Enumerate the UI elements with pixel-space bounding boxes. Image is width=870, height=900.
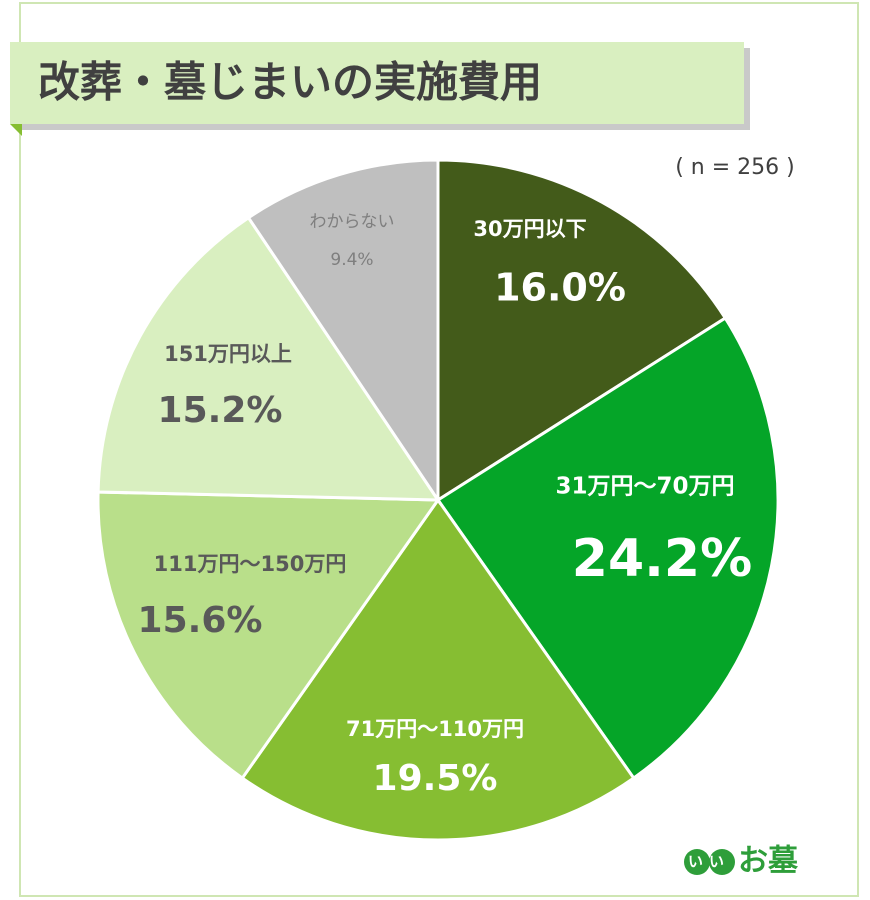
slice-label: 151万円以上 <box>164 342 292 366</box>
slice-value-label: 9.4% <box>330 250 373 270</box>
logo: いい お墓 <box>684 844 799 879</box>
banner-tab <box>10 124 22 136</box>
pie-slice <box>96 215 441 502</box>
logo-mark: いい <box>688 853 730 871</box>
pie-slice <box>435 316 780 781</box>
chart-title: 改葬・墓じまいの実施費用 <box>38 58 542 107</box>
slice-label: 111万円～150万円 <box>154 552 347 576</box>
sample-note: ( n = 256 ) <box>675 155 795 180</box>
slice-label: 30万円以下 <box>473 217 586 241</box>
pie-slice <box>246 158 440 505</box>
slice-label: わからない <box>310 212 395 232</box>
pie: 30万円以下 16.0% 31万円～70万円 24.2% 71万円～110万円 19.5%… <box>96 158 780 842</box>
logo-text: お墓 <box>738 844 799 879</box>
logo-dot <box>684 849 710 875</box>
pie-slice <box>240 497 636 842</box>
title-banner <box>10 42 744 124</box>
pie-slice <box>436 158 728 503</box>
logo-dot <box>709 849 735 875</box>
slice-value-label: 24.2% <box>572 529 752 589</box>
pie-slice <box>96 490 441 781</box>
slice-value-label: 19.5% <box>373 758 498 799</box>
slice-value-label: 16.0% <box>494 266 626 310</box>
slice-label: 31万円～70万円 <box>555 474 734 500</box>
slice-value-label: 15.6% <box>138 600 263 641</box>
slice-label: 71万円～110万円 <box>346 717 524 741</box>
slice-value-label: 15.2% <box>158 390 283 431</box>
